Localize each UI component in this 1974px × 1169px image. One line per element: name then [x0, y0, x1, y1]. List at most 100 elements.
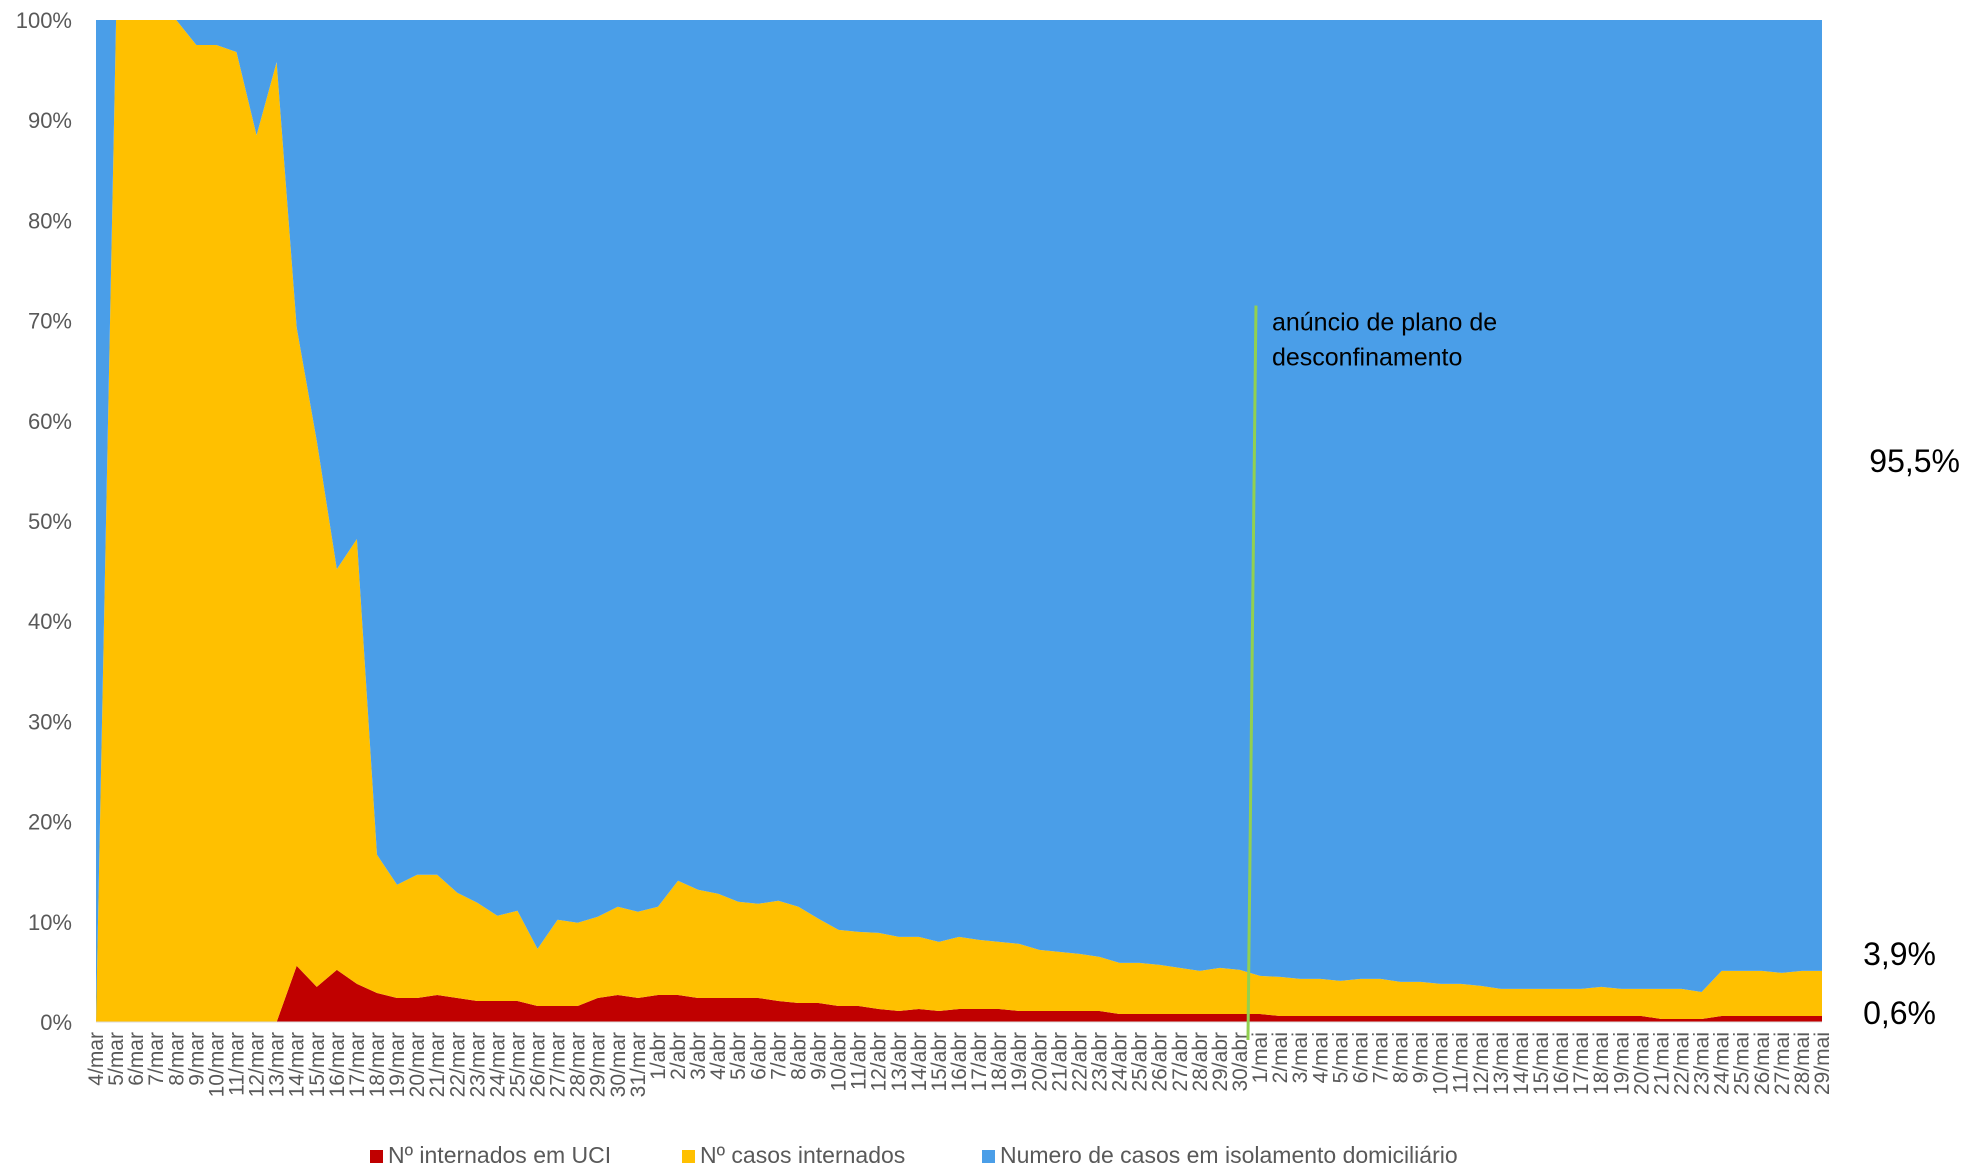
- y-tick-label: 90%: [28, 108, 72, 133]
- x-tick-label: 24/abr: [1109, 1032, 1132, 1092]
- y-tick-label: 80%: [28, 208, 72, 233]
- x-tick-label: 7/abr: [767, 1032, 790, 1080]
- x-tick-label: 20/mar: [406, 1032, 429, 1097]
- annotation-text-line-1: anúncio de plano de: [1272, 309, 1497, 337]
- y-tick-label: 60%: [28, 409, 72, 434]
- x-tick-label: 15/mai: [1530, 1032, 1553, 1095]
- legend-label-n-casos-internados: Nº casos internados: [700, 1142, 905, 1168]
- x-tick-label: 15/abr: [928, 1032, 951, 1092]
- x-tick-label: 4/abr: [707, 1032, 730, 1080]
- x-tick-label: 12/mar: [246, 1032, 269, 1097]
- area-series-n-casos-internados: [96, 20, 1822, 1022]
- x-tick-label: 10/mar: [205, 1032, 228, 1097]
- x-tick-label: 14/abr: [908, 1032, 931, 1092]
- x-tick-label: 13/mar: [266, 1032, 289, 1097]
- x-tick-label: 7/mai: [1369, 1032, 1392, 1083]
- x-tick-label: 16/mai: [1550, 1032, 1573, 1095]
- x-tick-label: 8/abr: [787, 1032, 810, 1080]
- x-tick-label: 23/mar: [466, 1032, 489, 1097]
- x-tick-label: 28/abr: [1189, 1032, 1212, 1092]
- x-tick-label: 17/mai: [1570, 1032, 1593, 1095]
- x-tick-label: 10/mai: [1430, 1032, 1453, 1095]
- x-tick-label: 18/abr: [988, 1032, 1011, 1092]
- x-tick-label: 13/mai: [1490, 1032, 1513, 1095]
- x-tick-label: 10/abr: [828, 1032, 851, 1092]
- y-tick-label: 40%: [28, 609, 72, 634]
- x-tick-label: 30/mar: [607, 1032, 630, 1097]
- x-tick-label: 11/abr: [848, 1032, 871, 1090]
- legend-swatch-n-casos-internados: [682, 1150, 695, 1163]
- x-tick-label: 16/abr: [948, 1032, 971, 1092]
- x-tick-label: 1/mai: [1249, 1032, 1272, 1083]
- x-tick-label: 30/abr: [1229, 1032, 1252, 1092]
- x-tick-label: 27/mai: [1771, 1032, 1794, 1095]
- legend-swatch-numero-de-casos-em-isolamento-domiciliario: [982, 1150, 995, 1163]
- annotation-line: [1246, 305, 1258, 1041]
- x-tick-label: 22/abr: [1068, 1032, 1091, 1092]
- x-tick-label: 21/mai: [1650, 1032, 1673, 1095]
- x-tick-label: 11/mar: [225, 1032, 248, 1096]
- end-label-uci: 0,6%: [1863, 995, 1936, 1031]
- x-tick-label: 29/mar: [587, 1032, 610, 1097]
- x-tick-label: 21/abr: [1048, 1032, 1071, 1092]
- x-tick-label: 19/mai: [1610, 1032, 1633, 1095]
- y-tick-label: 0%: [40, 1010, 72, 1035]
- x-tick-label: 24/mar: [486, 1032, 509, 1097]
- x-tick-label: 5/mai: [1329, 1032, 1352, 1083]
- x-tick-label: 14/mar: [286, 1032, 309, 1097]
- x-tick-label: 24/mai: [1711, 1032, 1734, 1095]
- legend-swatch-n-internados-em-uci: [370, 1150, 383, 1163]
- x-tick-label: 5/mar: [105, 1032, 128, 1086]
- y-tick-label: 10%: [28, 910, 72, 935]
- y-tick-label: 50%: [28, 509, 72, 534]
- x-tick-label: 2/mai: [1269, 1032, 1292, 1083]
- x-tick-label: 19/abr: [1008, 1032, 1031, 1092]
- x-tick-label: 23/mai: [1691, 1032, 1714, 1095]
- y-tick-label: 20%: [28, 810, 72, 835]
- y-axis: 0% 10% 20% 30% 40% 50% 60% 70% 80% 90% 100%: [16, 8, 72, 1035]
- x-tick-label: 22/mai: [1671, 1032, 1694, 1095]
- x-tick-label: 1/abr: [647, 1032, 670, 1080]
- x-tick-label: 21/mar: [426, 1032, 449, 1097]
- x-tick-label: 17/mar: [346, 1032, 369, 1097]
- x-tick-label: 31/mar: [627, 1032, 650, 1097]
- legend-label-n-internados-em-uci: Nº internados em UCI: [388, 1142, 611, 1168]
- x-tick-label: 27/abr: [1169, 1032, 1192, 1092]
- x-tick-label: 11/mai: [1450, 1032, 1473, 1093]
- x-tick-label: 25/mai: [1731, 1032, 1754, 1095]
- x-tick-label: 9/abr: [808, 1032, 831, 1080]
- x-tick-label: 20/abr: [1028, 1032, 1051, 1092]
- x-tick-label: 27/mar: [547, 1032, 570, 1097]
- legend: Nº internados em UCI Nº casos internados N…: [370, 1142, 1458, 1168]
- y-tick-label: 100%: [16, 8, 72, 33]
- x-tick-label: 14/mai: [1510, 1032, 1533, 1095]
- x-tick-label: 3/abr: [687, 1032, 710, 1080]
- y-tick-label: 70%: [28, 309, 72, 334]
- x-tick-label: 26/mai: [1751, 1032, 1774, 1095]
- x-tick-label: 9/mai: [1410, 1032, 1433, 1083]
- annotation: anúncio de plano de desconfinamento: [1246, 305, 1497, 1041]
- x-tick-label: 5/abr: [727, 1032, 750, 1080]
- x-tick-label: 19/mar: [386, 1032, 409, 1097]
- end-label-internados: 3,9%: [1863, 936, 1936, 972]
- x-tick-label: 4/mar: [85, 1032, 108, 1086]
- x-tick-label: 26/abr: [1149, 1032, 1172, 1092]
- x-tick-label: 6/abr: [747, 1032, 770, 1080]
- x-tick-label: 16/mar: [326, 1032, 349, 1097]
- x-tick-label: 7/mar: [145, 1032, 168, 1086]
- x-tick-label: 12/abr: [868, 1032, 891, 1092]
- x-tick-label: 26/mar: [527, 1032, 550, 1097]
- x-tick-label: 8/mar: [165, 1032, 188, 1086]
- x-tick-label: 28/mar: [567, 1032, 590, 1097]
- x-tick-label: 20/mai: [1630, 1032, 1653, 1095]
- x-tick-label: 4/mai: [1309, 1032, 1332, 1083]
- end-labels: 95,5% 3,9% 0,6%: [1863, 443, 1960, 1031]
- area-series-numero-de-casos-em-isolamento-domiciliario: [96, 20, 1822, 1022]
- x-tick-label: 18/mar: [366, 1032, 389, 1097]
- x-tick-label: 8/mai: [1390, 1032, 1413, 1083]
- x-tick-label: 2/abr: [667, 1032, 690, 1080]
- x-tick-label: 25/mar: [506, 1032, 529, 1097]
- x-tick-label: 28/mai: [1791, 1032, 1814, 1095]
- x-tick-label: 17/abr: [968, 1032, 991, 1092]
